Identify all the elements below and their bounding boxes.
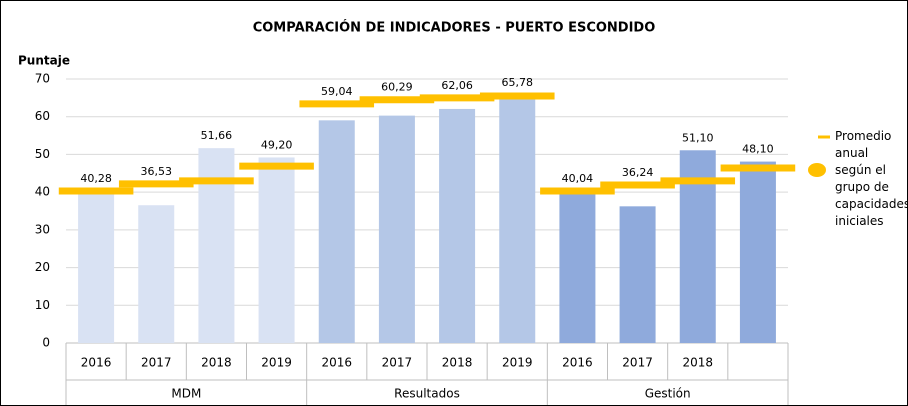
chart-title: COMPARACIÓN DE INDICADORES - PUERTO ESCO… (253, 20, 656, 36)
data-label: 36,24 (622, 166, 654, 179)
x-tick-label: 2016 (81, 356, 112, 370)
y-tick-label: 30 (35, 222, 50, 236)
bar (439, 108, 476, 343)
x-tick-label: 2017 (622, 356, 653, 370)
legend-label: Promedio anual según el grupo de capacid… (835, 129, 908, 228)
y-tick-label: 10 (35, 298, 50, 312)
x-tick-label: 2018 (682, 356, 713, 370)
bar (739, 161, 776, 343)
data-label: 51,10 (682, 131, 714, 144)
data-label: 40,28 (80, 172, 112, 185)
x-tick-label: 2019 (261, 356, 292, 370)
data-label: 40,04 (562, 172, 594, 185)
x-tick-label: 2018 (442, 356, 473, 370)
y-tick-label: 20 (35, 260, 50, 274)
group-label: MDM (171, 387, 201, 401)
x-tick-label: 2016 (562, 356, 593, 370)
x-tick-label: 2018 (201, 356, 232, 370)
bar (619, 206, 656, 343)
bar (78, 191, 115, 343)
bar (499, 94, 536, 343)
data-label: 62,06 (441, 79, 473, 92)
x-tick-label: 2016 (321, 356, 352, 370)
x-tick-label: 2019 (502, 356, 533, 370)
y-tick-label: 60 (35, 109, 50, 123)
y-tick-label: 50 (35, 147, 50, 161)
group-label: Gestión (645, 387, 691, 401)
bar (378, 115, 415, 343)
data-label: 60,29 (381, 81, 413, 94)
bar (559, 191, 596, 343)
legend-marker (808, 163, 826, 177)
y-axis-label: Puntaje (18, 54, 70, 68)
bar (258, 157, 295, 343)
x-tick-label: 2017 (382, 356, 413, 370)
y-tick-label: 40 (35, 185, 50, 199)
data-label: 59,04 (321, 85, 353, 98)
data-label: 49,20 (261, 138, 293, 151)
y-tick-label: 0 (42, 336, 50, 350)
data-label: 51,66 (201, 129, 233, 142)
x-tick-label: 2017 (141, 356, 172, 370)
y-tick-label: 70 (35, 72, 50, 86)
bar (138, 205, 175, 343)
data-label: 65,78 (502, 76, 534, 89)
data-label: 48,10 (742, 143, 774, 156)
data-label: 36,53 (141, 165, 173, 178)
bar (318, 120, 355, 343)
group-label: Resultados (394, 387, 460, 401)
